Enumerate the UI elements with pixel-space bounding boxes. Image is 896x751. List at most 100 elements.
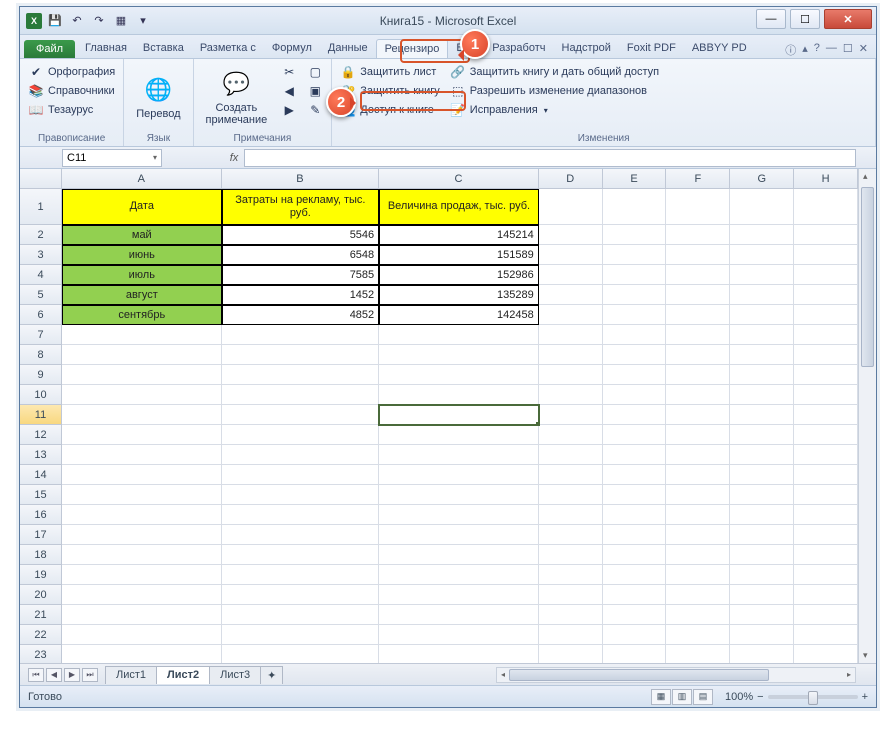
column-header[interactable]: A [62, 169, 222, 189]
formula-bar[interactable] [244, 149, 856, 167]
cell[interactable] [666, 505, 730, 525]
cell[interactable] [539, 585, 603, 605]
ribbon-tab[interactable]: Надстрой [554, 39, 619, 58]
cell[interactable] [730, 305, 794, 325]
cell[interactable] [539, 365, 603, 385]
cell[interactable] [666, 445, 730, 465]
cell[interactable]: август [62, 285, 222, 305]
undo-icon[interactable]: ↶ [68, 12, 86, 30]
cell[interactable] [603, 505, 667, 525]
row-header[interactable]: 5 [20, 285, 62, 305]
cell[interactable] [794, 605, 858, 625]
cell[interactable] [539, 405, 603, 425]
cell[interactable] [539, 565, 603, 585]
sheet-next-icon[interactable]: ▶ [64, 668, 80, 682]
cell[interactable] [62, 525, 222, 545]
wbmin-icon[interactable]: — [826, 42, 837, 58]
protect-sheet-button[interactable]: 🔒Защитить лист [338, 63, 442, 81]
cell[interactable]: 7585 [222, 265, 380, 285]
cell[interactable]: 142458 [379, 305, 539, 325]
show-all-button[interactable]: ▣ [305, 82, 325, 100]
cell[interactable]: 135289 [379, 285, 539, 305]
cell[interactable] [666, 605, 730, 625]
cell[interactable] [794, 505, 858, 525]
cell[interactable] [794, 625, 858, 645]
row-header[interactable]: 20 [20, 585, 62, 605]
cell[interactable] [603, 245, 667, 265]
cell[interactable] [730, 585, 794, 605]
zoom-out-icon[interactable]: − [757, 691, 763, 703]
ribbon-tab[interactable]: Формул [264, 39, 320, 58]
row-header[interactable]: 2 [20, 225, 62, 245]
ribbon-tab[interactable]: ABBYY PD [684, 39, 755, 58]
cell[interactable] [62, 365, 222, 385]
cell[interactable] [222, 325, 380, 345]
cell[interactable] [379, 505, 539, 525]
cell[interactable] [730, 365, 794, 385]
cell[interactable] [794, 445, 858, 465]
cell[interactable] [794, 225, 858, 245]
file-tab[interactable]: Файл [24, 40, 75, 58]
cell[interactable] [603, 545, 667, 565]
cell[interactable] [730, 605, 794, 625]
cell[interactable] [222, 645, 380, 663]
cell[interactable] [730, 485, 794, 505]
zoom-slider[interactable] [768, 695, 858, 699]
select-all-corner[interactable] [20, 169, 62, 189]
row-header[interactable]: 6 [20, 305, 62, 325]
sheet-tab[interactable]: Лист3 [209, 666, 261, 684]
cell[interactable] [539, 605, 603, 625]
vertical-scrollbar[interactable] [858, 169, 876, 663]
cell[interactable] [379, 605, 539, 625]
cell[interactable] [730, 565, 794, 585]
cell[interactable] [379, 525, 539, 545]
cell[interactable] [222, 465, 380, 485]
column-header[interactable]: E [603, 169, 667, 189]
cell[interactable] [666, 385, 730, 405]
hscroll-thumb[interactable] [509, 669, 769, 681]
cell[interactable] [62, 325, 222, 345]
cell[interactable] [794, 405, 858, 425]
cell[interactable] [222, 525, 380, 545]
cell[interactable] [730, 405, 794, 425]
cell[interactable] [539, 385, 603, 405]
cell[interactable] [603, 405, 667, 425]
wbclose-icon[interactable]: ✕ [859, 42, 868, 58]
cell[interactable] [62, 585, 222, 605]
cell[interactable] [379, 385, 539, 405]
cell[interactable]: 145214 [379, 225, 539, 245]
cell[interactable] [539, 265, 603, 285]
help2-icon[interactable]: ? [814, 42, 820, 58]
cell[interactable] [62, 605, 222, 625]
redo-icon[interactable]: ↷ [90, 12, 108, 30]
cell[interactable] [539, 505, 603, 525]
column-header[interactable]: B [222, 169, 380, 189]
cell[interactable] [539, 485, 603, 505]
row-header[interactable]: 21 [20, 605, 62, 625]
cell[interactable] [62, 645, 222, 663]
cell[interactable] [794, 465, 858, 485]
show-comment-button[interactable]: ▢ [305, 63, 325, 81]
cell[interactable] [603, 345, 667, 365]
cell[interactable]: Затраты на рекламу, тыс. руб. [222, 189, 380, 225]
wbmax-icon[interactable]: ☐ [843, 42, 853, 58]
cell[interactable] [603, 525, 667, 545]
cell[interactable] [794, 425, 858, 445]
column-header[interactable]: D [539, 169, 603, 189]
row-header[interactable]: 19 [20, 565, 62, 585]
track-changes-button[interactable]: 📝Исправления▾ [448, 101, 661, 119]
cell[interactable] [666, 365, 730, 385]
zoom-in-icon[interactable]: + [862, 691, 868, 703]
cell[interactable]: июнь [62, 245, 222, 265]
cell[interactable] [539, 545, 603, 565]
cell[interactable]: май [62, 225, 222, 245]
ribbon-tab[interactable]: Разработч [484, 39, 553, 58]
fx-icon[interactable]: fx [224, 152, 244, 164]
cell[interactable] [603, 465, 667, 485]
cell[interactable] [666, 585, 730, 605]
cell[interactable] [222, 625, 380, 645]
cell[interactable] [730, 625, 794, 645]
cell[interactable] [603, 385, 667, 405]
row-header[interactable]: 13 [20, 445, 62, 465]
cell[interactable] [666, 545, 730, 565]
